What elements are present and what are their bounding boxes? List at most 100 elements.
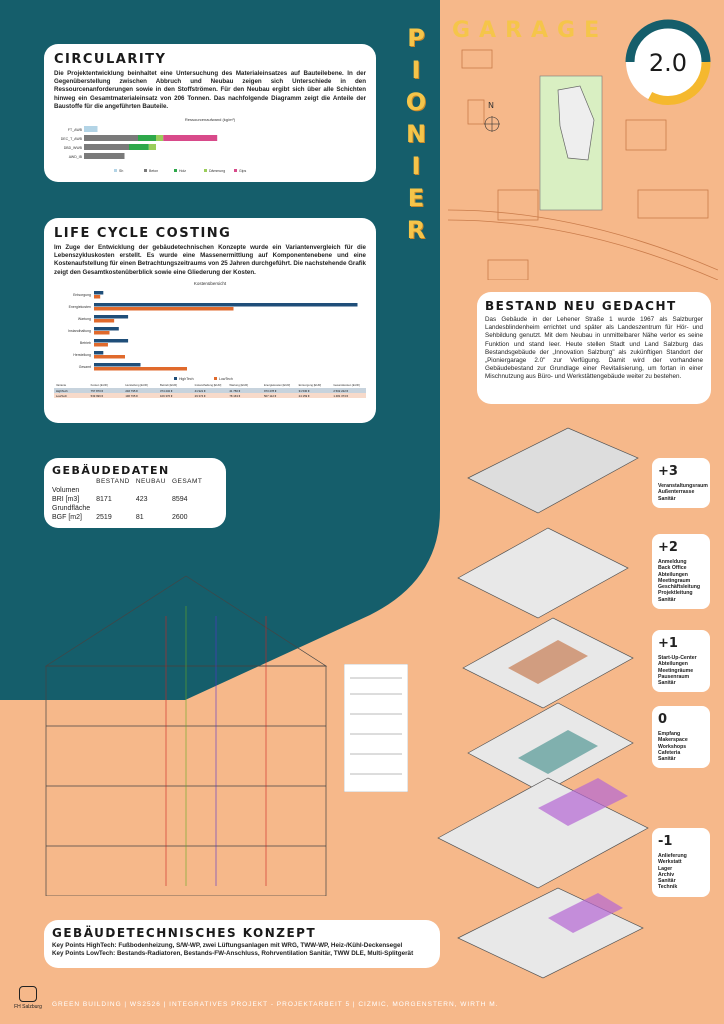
chart2-table-header: Herstellung [EUR] bbox=[125, 383, 148, 387]
chart1-legend-swatch bbox=[114, 169, 117, 173]
chart2-table-row bbox=[54, 387, 366, 393]
circularity-card: CIRCULARITY Die Projektentwicklung beinh… bbox=[44, 44, 376, 182]
fh-logo: FH Salzburg bbox=[10, 986, 46, 1010]
orange-curve bbox=[0, 400, 450, 740]
floor-use: Abteilungen bbox=[658, 661, 688, 668]
chart2-table-cell: 539 996 € bbox=[91, 394, 104, 398]
chart2-table-cell: 196 765 € bbox=[125, 394, 138, 398]
section-drawing bbox=[44, 575, 328, 896]
chart2-bar bbox=[94, 330, 110, 335]
floor-use: Lager bbox=[658, 865, 673, 872]
logo-text: FH Salzburg bbox=[14, 1004, 42, 1010]
floor-use: Sanitär bbox=[658, 596, 676, 603]
gd-value: 2600 bbox=[171, 514, 188, 521]
floor-number: +3 bbox=[658, 464, 678, 479]
chart2-table-header: Betrieb [EUR] bbox=[160, 383, 177, 387]
pionier-letter: O bbox=[405, 88, 427, 116]
chart2-table-header: Wartung [EUR] bbox=[229, 383, 248, 387]
chart2-bar bbox=[94, 350, 104, 355]
floor-use: Veranstaltungsraum bbox=[658, 483, 708, 489]
chart1-legend-swatch bbox=[234, 169, 237, 173]
chart2-table-header: Kosten [EUR] bbox=[91, 383, 108, 387]
chart2-table-header: Instandhaltung [EUR] bbox=[195, 383, 222, 387]
konzept-line2: Key Points LowTech: Bestands-Radiatoren,… bbox=[52, 950, 414, 958]
gd-value: 8171 bbox=[96, 496, 112, 503]
floor-use: Cafeteria bbox=[658, 749, 681, 756]
floor-use: Anlieferung bbox=[658, 853, 687, 859]
pionier-letter: I bbox=[411, 56, 421, 84]
chart2-category: Entsorgung bbox=[73, 293, 91, 297]
chart2-table-cell: 31 530 € bbox=[299, 389, 310, 393]
gd-row-unit: BGF [m2] bbox=[52, 514, 82, 521]
gd-value: 423 bbox=[135, 496, 148, 503]
resource-chart: Ressourcenaufwand (kg/m²) FT_AWB DEC_T_AWB… bbox=[61, 117, 247, 173]
floor-use: Technik bbox=[658, 884, 678, 891]
chart1-bar bbox=[163, 135, 218, 142]
chart2-table-cell: 109 376 € bbox=[160, 394, 173, 398]
chart2-bar bbox=[94, 314, 129, 319]
chart2-table-cell: 2 502 222 € bbox=[333, 389, 348, 393]
chart1-category: DEC_T_AWB bbox=[61, 137, 83, 141]
floor-number: -1 bbox=[658, 834, 673, 849]
chart1-category: DBD_WWB bbox=[64, 146, 83, 150]
floor-use: Werkstatt bbox=[658, 859, 682, 866]
chart2-legend-swatch bbox=[214, 376, 217, 380]
chart1-bar bbox=[84, 135, 138, 142]
floor-use: Meetingraum bbox=[658, 577, 691, 584]
floor-use: Back Office bbox=[658, 565, 687, 572]
chart2-table-cell: 1 481 373 € bbox=[333, 394, 348, 398]
gd-row-unit: BRI [m3] bbox=[52, 496, 80, 503]
chart2-table-row bbox=[54, 392, 366, 398]
chart2-bar bbox=[94, 306, 234, 311]
circularity-text: Die Projektentwicklung beinhaltet eine U… bbox=[54, 70, 366, 110]
bestand-card: BESTAND NEU GEDACHT Das Gebäude in der L… bbox=[477, 292, 711, 404]
axonometric-floors bbox=[437, 427, 649, 979]
pionier-letter: I bbox=[411, 152, 421, 180]
chart1-bar bbox=[156, 135, 164, 142]
gd-col-header: NEUBAU bbox=[135, 478, 166, 485]
circularity-heading: CIRCULARITY bbox=[54, 52, 167, 67]
lcc-heading: LIFE CYCLE COSTING bbox=[54, 226, 232, 241]
chart2-bar bbox=[94, 318, 115, 323]
north-label: N bbox=[488, 101, 494, 110]
chart1-bar bbox=[84, 144, 129, 151]
chart2-table-cell: 246 795 € bbox=[125, 389, 138, 393]
chart2-category: Betrieb bbox=[80, 341, 91, 345]
floor-use: Workshops bbox=[658, 743, 687, 750]
chart1-bar bbox=[84, 153, 125, 160]
cost-chart: Kostenübersicht Entsorgung Energiekosten Wa… bbox=[54, 281, 366, 398]
floor-use: Abteilungen bbox=[658, 571, 688, 578]
chart2-table-header: Gesamtkosten [EUR] bbox=[333, 383, 359, 387]
chart1-legend-swatch bbox=[174, 169, 177, 173]
chart2-bar bbox=[94, 302, 358, 307]
chart2-table-header: Variante bbox=[56, 383, 67, 387]
gebaeudedaten-heading: GEBÄUDEDATEN bbox=[52, 464, 170, 477]
chart1-legend-label: Dämmung bbox=[209, 169, 225, 173]
konzept-heading: GEBÄUDETECHNISCHES KONZEPT bbox=[52, 926, 317, 940]
chart2-table-cell: 41 921 € bbox=[195, 389, 206, 393]
gebaeudedaten-table: BESTAND NEUBAU GESAMT Volumen BRI [m3] 8171 42… bbox=[52, 477, 208, 522]
chart1-legend-label: Sh bbox=[119, 169, 123, 173]
chart2-table-cell: 374 232 € bbox=[160, 389, 173, 393]
gd-col-header: GESAMT bbox=[171, 478, 203, 485]
pionier-letter: N bbox=[405, 120, 427, 148]
chart2-category: Wartung bbox=[78, 317, 91, 321]
chart1-bar bbox=[148, 144, 156, 151]
floor-use: Projektleitung bbox=[658, 590, 693, 597]
chart2-table-cell: 41 750 € bbox=[229, 389, 240, 393]
chart2-table-cell: 973 278 € bbox=[264, 389, 277, 393]
chart2-table-cell: 507 112 € bbox=[264, 394, 277, 398]
chart1-bar bbox=[138, 135, 156, 142]
chart2-category: Energiekosten bbox=[69, 305, 91, 309]
floor-use: Pausenraum bbox=[658, 673, 690, 680]
chart2-table-header: Energiekosten [EUR] bbox=[264, 383, 290, 387]
chart2-bar bbox=[94, 354, 125, 359]
chart2-bar bbox=[94, 342, 108, 347]
floor-label: +3 Veranstaltungsraum Außenterrasse Sanitär bbox=[652, 458, 710, 508]
chart2-bar bbox=[94, 290, 104, 295]
floor-label: +2 Anmeldung Back Office Abteilungen Meeting… bbox=[652, 534, 710, 610]
floor-use: Makerspace bbox=[658, 737, 688, 744]
chart2-bar bbox=[94, 362, 141, 367]
chart1-legend-swatch bbox=[144, 169, 147, 173]
